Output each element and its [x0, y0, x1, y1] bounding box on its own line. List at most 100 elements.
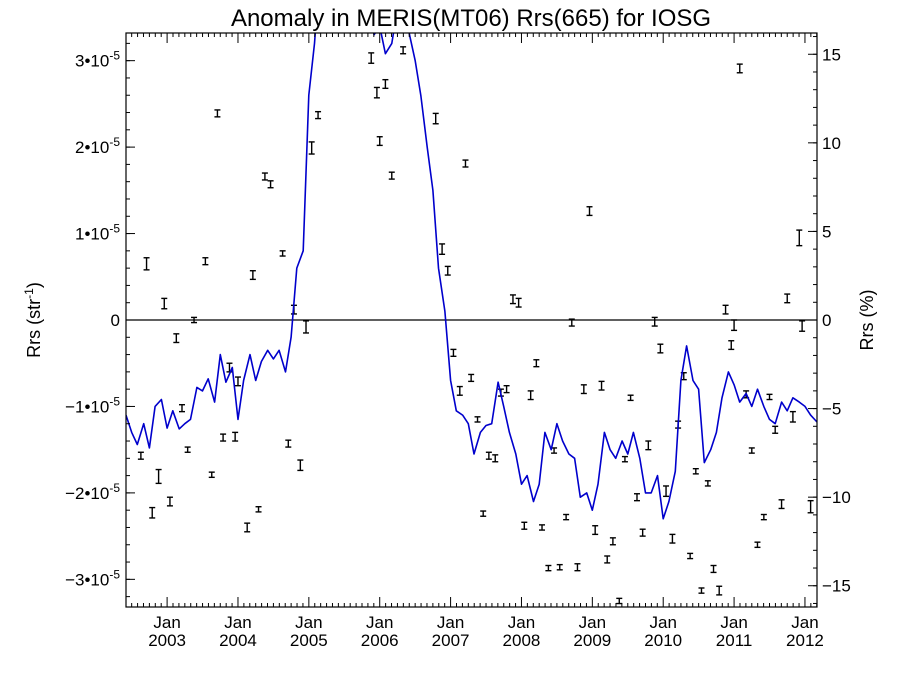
error-bar-point [376, 136, 383, 147]
error-bar-point [748, 447, 755, 454]
series-line [126, 33, 817, 520]
error-bar-point [249, 270, 256, 281]
error-bar-point [462, 159, 469, 168]
error-bar-point [704, 480, 711, 487]
error-bar-point [698, 587, 705, 594]
error-bar-point [232, 431, 239, 442]
error-bar-point [556, 563, 563, 571]
error-bar-point [521, 521, 528, 530]
x-tick-label-month: Jan [649, 613, 676, 632]
error-bar-point [161, 297, 168, 310]
x-tick-label-month: Jan [579, 613, 606, 632]
error-bar-point [645, 440, 652, 451]
error-bar-point [539, 524, 546, 531]
error-bar-point [439, 243, 446, 256]
error-bar-point [184, 446, 191, 453]
error-bar-point [202, 257, 209, 266]
error-bar-point [784, 293, 791, 304]
error-bar-point [400, 46, 407, 55]
y-right-tick-label: 15 [822, 45, 841, 64]
error-bar-point [166, 496, 173, 507]
error-bar-point [485, 451, 492, 460]
error-bar-point [574, 563, 581, 572]
y-right-tick-label: −15 [822, 577, 851, 596]
error-bar-point [716, 585, 723, 596]
error-bar-point [261, 172, 268, 181]
error-bar-point [545, 564, 552, 572]
error-bar-point [533, 359, 540, 368]
error-bar-point [736, 63, 743, 74]
error-bar-point [285, 439, 292, 448]
error-bar-point [580, 384, 587, 395]
error-bar-point [155, 468, 162, 485]
x-tick-label-year: 2012 [786, 631, 824, 650]
error-bar-point [627, 394, 634, 402]
error-bar-point [474, 416, 481, 423]
error-bar-point [226, 362, 233, 373]
error-bar-point [208, 471, 215, 479]
x-tick-label-year: 2008 [503, 631, 541, 650]
y-left-tick-label: −1•10-5 [65, 394, 120, 416]
error-bar-point [604, 555, 611, 564]
x-tick-label-month: Jan [295, 613, 322, 632]
error-bar-point [807, 499, 814, 514]
x-tick-label-month: Jan [437, 613, 464, 632]
x-tick-label-month: Jan [153, 613, 180, 632]
error-bar-point [503, 384, 510, 394]
y-left-tick-label: 0 [111, 311, 120, 330]
x-tick-label-month: Jan [508, 613, 535, 632]
error-bar-point [191, 316, 198, 324]
x-tick-label-year: 2005 [290, 631, 328, 650]
y-right-tick-label: 0 [822, 311, 831, 330]
error-bar-point [527, 390, 534, 401]
error-bar-point [515, 297, 522, 308]
y-axis-right-title: Rrs (%) [857, 290, 877, 351]
error-bar-point [789, 410, 796, 423]
error-bar-point [173, 333, 180, 344]
x-tick-label-year: 2004 [219, 631, 257, 650]
x-tick-label-year: 2006 [361, 631, 399, 650]
error-bar-point [731, 319, 738, 332]
error-bar-point [772, 425, 779, 434]
error-bar-point [480, 510, 487, 517]
y-right-tick-label: 10 [822, 134, 841, 153]
error-bar-point [143, 257, 150, 271]
error-bar-point [799, 320, 806, 332]
y-right-tick-label: −5 [822, 400, 841, 419]
error-bar-point [315, 110, 322, 120]
error-bar-point [450, 348, 457, 358]
y-left-tick-label: −3•10-5 [65, 567, 120, 589]
y-left-tick-label: 3•10-5 [75, 49, 120, 71]
error-bar-point [754, 541, 761, 549]
x-tick-label-year: 2009 [573, 631, 611, 650]
error-bar-point [432, 112, 439, 125]
error-bar-point [692, 467, 699, 475]
error-bar-point [373, 86, 380, 99]
error-bar-point [149, 506, 156, 519]
error-bar-point [639, 528, 646, 537]
error-bar-point [586, 206, 593, 217]
error-bar-point [178, 404, 185, 413]
x-tick-label-month: Jan [791, 613, 818, 632]
x-tick-label-month: Jan [224, 613, 251, 632]
error-bar-point [214, 109, 221, 118]
error-bar-point [563, 513, 570, 521]
error-bar-point [598, 380, 605, 391]
error-bar-point [308, 141, 315, 155]
error-bar-point [137, 451, 144, 460]
error-bar-point [303, 320, 310, 334]
error-bar-point [722, 304, 729, 315]
y-left-tick-label: 1•10-5 [75, 222, 120, 244]
error-bar-point [255, 506, 262, 513]
error-bar-point [568, 318, 575, 327]
chart-title: Anomaly in MERIS(MT06) Rrs(665) for IOSG [231, 5, 711, 32]
error-bar-point [609, 537, 616, 546]
x-tick-label-year: 2003 [148, 631, 186, 650]
error-bar-point [657, 343, 664, 354]
error-bar-point [382, 78, 389, 90]
x-tick-label-month: Jan [720, 613, 747, 632]
error-bar-point [669, 533, 676, 544]
error-bar-point [368, 52, 375, 64]
error-bar-point [651, 316, 658, 327]
